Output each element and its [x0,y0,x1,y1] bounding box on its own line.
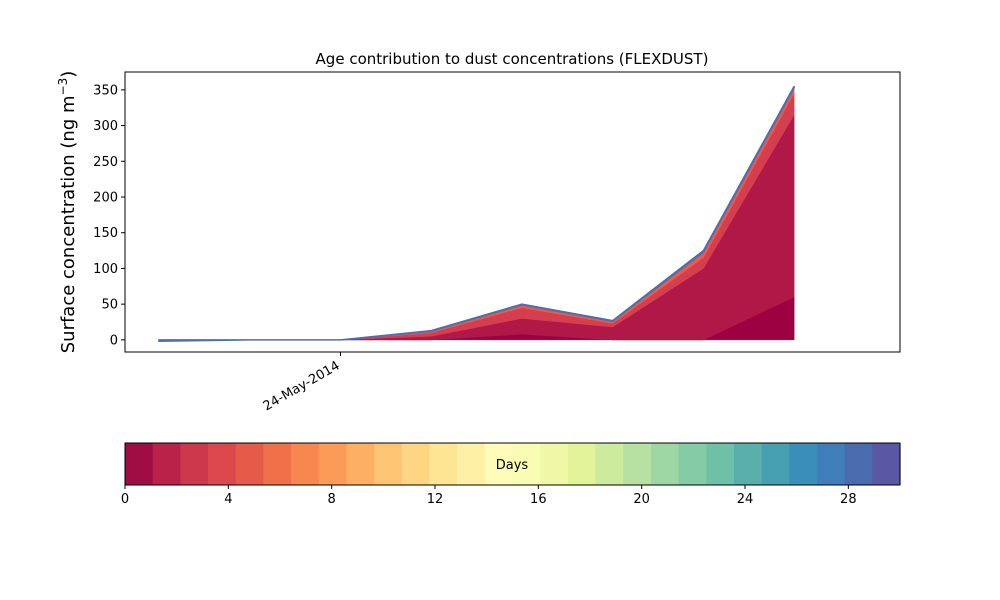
colorbar-segment [512,443,541,485]
colorbar-segment [678,443,707,485]
colorbar-tick-label: 12 [427,492,444,507]
y-tick-label: 250 [93,155,118,170]
colorbar-segment [457,443,486,485]
colorbar-tick-label: 20 [633,492,650,507]
colorbar-tick-label: 4 [224,492,232,507]
colorbar-segment [623,443,652,485]
colorbar-segment [872,443,901,485]
area-series-2 [159,113,795,342]
colorbar-segment [291,443,320,485]
y-tick-label: 150 [93,226,118,241]
y-axis-ticks: 0 50 100 150 200 250 300 350 [93,83,125,348]
colorbar-tick-label: 8 [328,492,336,507]
colorbar-segment [595,443,624,485]
colorbar-tick-label: 16 [530,492,547,507]
colorbar-tick-label: 28 [840,492,857,507]
y-tick-label: 0 [110,333,118,348]
colorbar-segment [346,443,375,485]
y-tick-label: 50 [101,298,118,313]
chart-title: Age contribution to dust concentrations … [316,50,709,68]
colorbar-segment [540,443,569,485]
colorbar-segment [650,443,680,485]
y-tick-label: 350 [93,83,118,98]
area-series-5 [158,85,795,343]
y-tick-label: 200 [93,191,118,206]
colorbar-ticks: 0 4 8 12 16 20 24 28 [121,485,857,507]
colorbar-segment [180,443,209,485]
colorbar-segment [208,443,237,485]
colorbar-tick-label: 24 [737,492,754,507]
colorbar-segment [235,443,264,485]
colorbar-segment [318,443,348,485]
colorbar-segment [374,443,403,485]
plot-frame [124,71,901,353]
area-series-group [158,85,795,343]
y-tick-label: 300 [93,119,118,134]
colorbar-segment [125,443,154,485]
colorbar [124,442,901,486]
colorbar-segment [761,443,790,485]
colorbar-segment [816,443,846,485]
colorbar-tick-label: 0 [121,492,129,507]
colorbar-label: Days [496,458,529,473]
colorbar-segment [844,443,873,485]
colorbar-segment [567,443,597,485]
colorbar-segment [706,443,735,485]
colorbar-segment [733,443,763,485]
colorbar-segment [152,443,181,485]
colorbar-segment [429,443,458,485]
colorbar-segment [484,443,514,485]
x-tick-label: 24-May-2014 [261,358,343,414]
x-axis-ticks: 24-May-2014 [261,352,343,414]
y-tick-label: 100 [93,262,118,277]
colorbar-frame [124,442,901,486]
y-axis-label: Surface concentration (ng m−3) [56,71,79,354]
colorbar-segment [263,443,292,485]
colorbar-segment [789,443,818,485]
colorbar-segment [401,443,431,485]
